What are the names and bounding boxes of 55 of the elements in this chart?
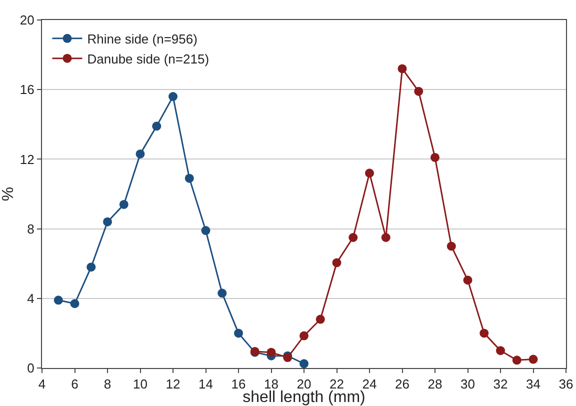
x-tick-label: 14 [198,376,213,392]
point [528,354,538,364]
point [119,200,128,209]
point [300,331,308,340]
x-tick-label: 6 [71,376,78,392]
point [430,152,440,162]
point [54,296,63,305]
y-tick-label: 4 [27,290,34,306]
point [463,276,472,285]
x-tick-label: 30 [460,376,475,392]
point [365,168,374,178]
x-tick-label: 32 [493,376,508,392]
x-tick-label: 10 [133,376,148,392]
point [348,233,358,242]
point [168,92,178,102]
x-tick-label: 26 [395,376,410,392]
point [201,226,210,236]
legend-label: Danube side (n=215) [87,51,210,66]
point [184,174,194,183]
x-tick-label: 16 [231,376,246,392]
x-tick-label: 28 [428,376,442,392]
y-tick-label: 12 [20,152,34,167]
point [446,242,456,251]
y-tick-label: 0 [27,360,34,376]
y-tick-label: 8 [27,221,34,236]
point [381,233,390,242]
y-axis-title: % [0,186,17,202]
point [234,328,243,338]
point [414,86,424,96]
point [86,262,96,272]
x-tick-label: 18 [264,376,278,392]
point [332,258,342,268]
point [512,356,522,365]
point [398,64,407,74]
x-tick-label: 24 [362,376,377,392]
y-tick-label: 16 [20,82,34,98]
point [266,348,276,357]
y-tick-label: 20 [20,12,34,28]
point [103,217,112,226]
x-tick-label: 12 [166,376,180,392]
point [480,328,489,338]
point [152,122,162,131]
point [136,149,145,158]
x-axis-title: shell length (mm) [242,389,366,406]
point [316,314,325,324]
x-tick-label: 20 [296,376,312,392]
point [496,346,505,356]
x-tick-label: 8 [104,376,112,392]
point [70,299,80,308]
legend-label: Rhine side (n=956) [87,32,198,46]
x-tick-label: 36 [558,376,574,392]
x-tick-label: 4 [38,376,46,392]
point [218,288,227,298]
x-tick-label: 34 [526,376,540,392]
point [300,359,308,368]
